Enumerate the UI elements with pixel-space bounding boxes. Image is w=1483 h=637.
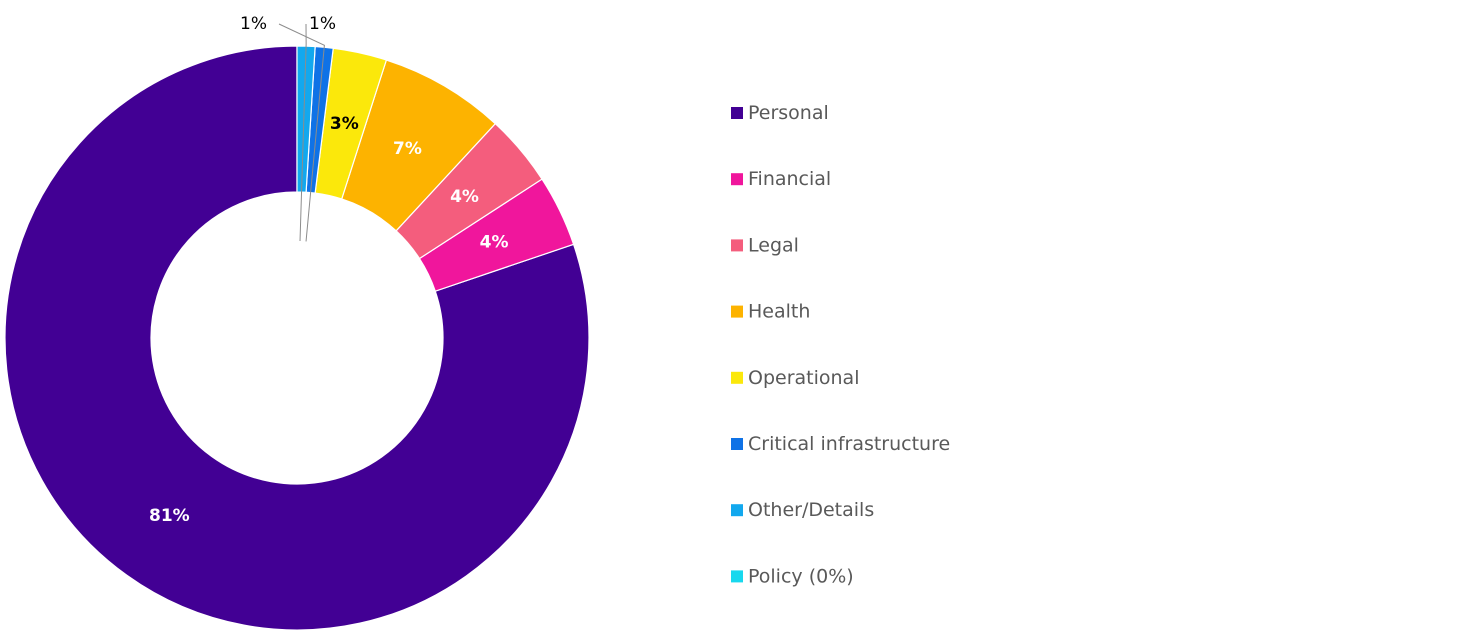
data-label-1: 4% bbox=[480, 233, 509, 253]
data-label-4: 3% bbox=[330, 114, 359, 134]
legend-swatch-other-details bbox=[731, 504, 743, 517]
data-label-6: 1% bbox=[309, 14, 336, 34]
donut-slice-legal bbox=[395, 122, 543, 260]
data-label-0: 81% bbox=[149, 506, 190, 526]
legend-label-other-details: Other/Details bbox=[748, 499, 874, 521]
donut-slice-health bbox=[340, 59, 497, 232]
donut-slice-critical-infrastructure bbox=[305, 45, 334, 194]
donut-slice-personal bbox=[4, 45, 590, 631]
donut-slice-other-details bbox=[296, 45, 316, 193]
legend-label-legal: Legal bbox=[748, 234, 799, 256]
donut-slice-financial bbox=[418, 178, 575, 292]
legend-swatch-legal bbox=[731, 239, 743, 252]
legend-label-health: Health bbox=[748, 301, 810, 323]
legend-label-critical-infrastructure: Critical infrastructure bbox=[748, 433, 950, 455]
legend-swatch-personal bbox=[731, 107, 743, 119]
legend-label-personal: Personal bbox=[748, 102, 829, 124]
legend-swatch-critical-infrastructure bbox=[731, 438, 743, 450]
data-label-3: 7% bbox=[393, 139, 422, 159]
data-label-5: 1% bbox=[240, 14, 267, 34]
legend-swatch-health bbox=[731, 305, 743, 318]
leader-line-6 bbox=[299, 23, 307, 242]
legend-swatch-policy-0 bbox=[731, 570, 743, 583]
donut-slice-operational bbox=[314, 47, 388, 200]
legend-label-financial: Financial bbox=[748, 168, 831, 190]
legend-label-operational: Operational bbox=[748, 367, 859, 389]
legend-label-policy-0: Policy (0%) bbox=[748, 565, 854, 587]
legend-swatch-operational bbox=[731, 371, 743, 384]
leader-line-5 bbox=[278, 23, 325, 242]
data-label-2: 4% bbox=[450, 187, 479, 207]
legend-swatch-financial bbox=[731, 173, 743, 186]
